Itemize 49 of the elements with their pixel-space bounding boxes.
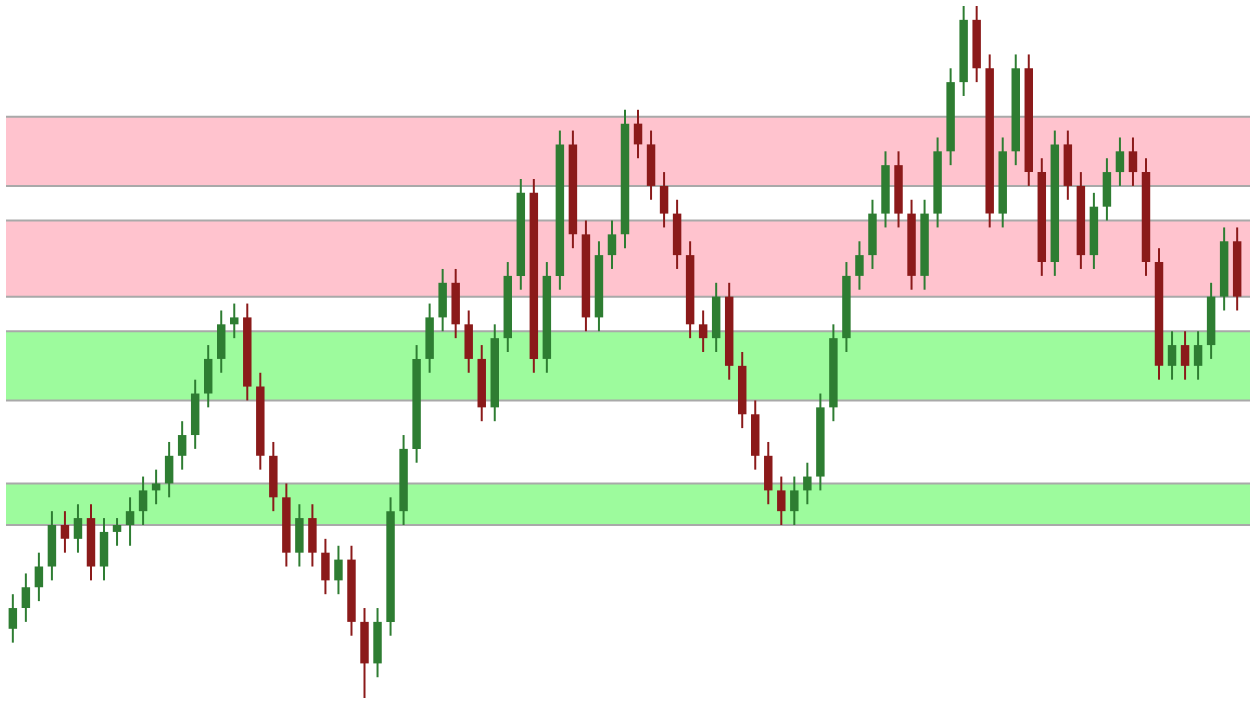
candlestick [1193, 330, 1203, 381]
candlestick [1128, 136, 1138, 187]
candlestick [73, 503, 83, 554]
candlestick [438, 267, 447, 333]
candlestick [34, 551, 44, 603]
candlestick [1180, 330, 1190, 381]
candlestick [112, 517, 122, 547]
candlestick [1115, 136, 1125, 187]
candlestick [672, 198, 682, 270]
candlestick [321, 537, 330, 596]
candlestick [203, 344, 213, 409]
candlestick [711, 281, 721, 353]
candlestick [230, 302, 239, 340]
candlestick [360, 607, 369, 699]
candlestick [803, 461, 812, 506]
candlestick [451, 267, 460, 340]
candlestick [177, 420, 187, 471]
candlestick [868, 198, 877, 270]
candlestick [334, 544, 343, 596]
candlestick [8, 593, 18, 644]
candlestick [777, 475, 786, 526]
candlestick [751, 399, 760, 471]
candlestick [464, 309, 473, 374]
candlestick [1102, 157, 1112, 222]
candlestick [1167, 330, 1177, 381]
candlestick [1063, 129, 1073, 201]
candlestick [308, 503, 317, 568]
candlestick [269, 440, 278, 513]
candlestick [125, 496, 135, 547]
candlestick [21, 572, 31, 623]
candlestick [60, 510, 70, 554]
candlestick [138, 475, 148, 526]
candlestick [698, 309, 708, 353]
candlestick [99, 517, 109, 582]
candlestick [190, 378, 200, 450]
candlestick [633, 108, 643, 160]
candlestick [295, 503, 304, 568]
candlestick [425, 302, 434, 374]
candlestick [659, 171, 669, 229]
candlestick [217, 309, 226, 374]
candlestick [646, 129, 656, 201]
candlestick [764, 440, 773, 506]
candlestick [164, 440, 174, 499]
candlestick [855, 240, 864, 291]
candlestick [151, 468, 161, 506]
candlestick [607, 219, 617, 270]
candlestick [373, 607, 382, 679]
candlestick [47, 510, 57, 582]
candlestick [790, 475, 799, 526]
